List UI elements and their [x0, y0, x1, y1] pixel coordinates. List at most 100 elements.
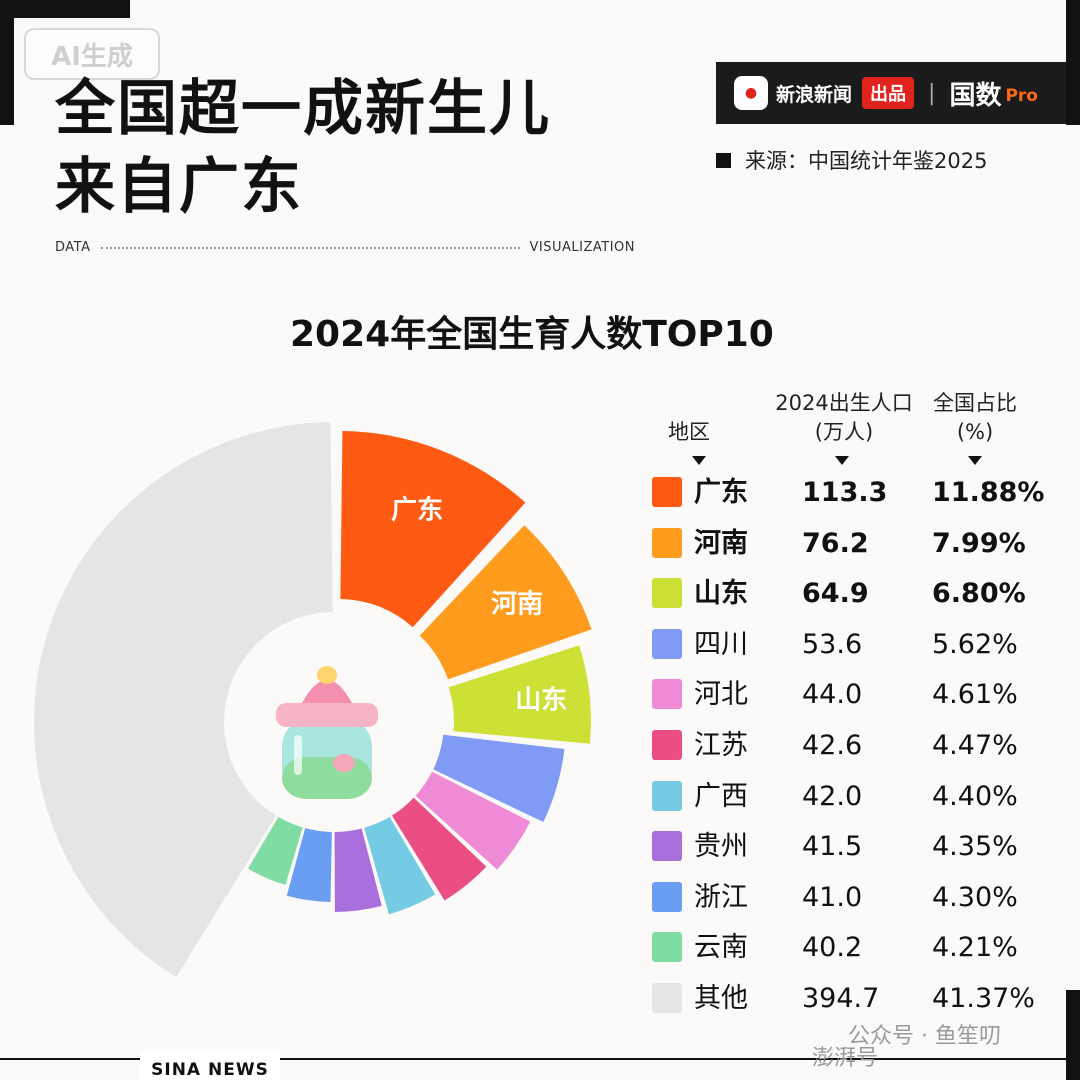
column-header-region: 地区	[668, 420, 710, 444]
share-cell: 4.47%	[932, 730, 1018, 761]
brand-separator: |	[928, 80, 936, 106]
legend-swatch	[652, 628, 682, 659]
pie-slice-9	[286, 828, 332, 902]
table-row: 山东 64.9 6.80%	[652, 569, 1072, 619]
births-header-line-1: 2024出生人口	[775, 391, 913, 415]
brand-pro: Pro	[1005, 86, 1038, 106]
share-header-line-2: (%)	[956, 420, 994, 444]
births-cell: 40.2	[802, 932, 863, 964]
brand-name: 新浪新闻	[776, 83, 853, 106]
pie-slice-label: 广东	[391, 495, 443, 526]
region-cell: 浙江	[694, 881, 748, 913]
share-cell: 7.99%	[932, 527, 1026, 559]
column-header-births: 2024出生人口 (万人)	[766, 389, 922, 447]
legend-swatch	[652, 881, 682, 912]
births-cell: 394.7	[802, 983, 880, 1014]
share-cell: 11.88%	[932, 477, 1045, 508]
data-label: DATA	[55, 240, 91, 255]
births-header-line-2: (万人)	[814, 420, 874, 444]
pie-slice-1	[340, 430, 526, 628]
region-cell: 江苏	[694, 730, 748, 761]
pie-slice-6	[391, 797, 487, 901]
table-row: 广西 42.0 4.40%	[652, 772, 1072, 822]
ai-generated-badge: AI生成	[24, 28, 160, 80]
pie-slice-11	[34, 422, 333, 978]
brand-bar: ● 新浪新闻 出品 | 国数 Pro	[716, 62, 1066, 124]
brand-product: 国数	[949, 80, 1002, 111]
pie-slice-3	[448, 645, 591, 744]
sina-logo-icon: ●	[734, 76, 768, 110]
pie-slice-7	[364, 816, 436, 915]
page-title: 全国超一成新生儿 来自广东	[55, 70, 551, 226]
sort-arrow-icon	[968, 456, 982, 465]
dotted-divider	[100, 246, 520, 249]
births-cell: 53.6	[802, 628, 863, 660]
legend-swatch	[652, 578, 682, 609]
brand-tag: 出品	[862, 77, 915, 109]
legend-swatch	[652, 477, 682, 507]
legend-swatch	[652, 730, 682, 760]
legend-swatch	[652, 932, 682, 963]
births-cell: 41.0	[802, 881, 863, 913]
table-row: 四川 53.6 5.62%	[652, 620, 1072, 670]
region-cell: 河南	[694, 527, 748, 559]
column-header-share: 全国占比 (%)	[922, 389, 1028, 447]
chart-title: 2024年全国生育人数TOP10	[290, 314, 774, 355]
region-cell: 河北	[694, 679, 748, 711]
region-cell: 四川	[694, 628, 748, 660]
sort-arrow-icon	[835, 456, 849, 465]
share-cell: 4.35%	[932, 831, 1018, 863]
region-cell: 云南	[694, 932, 748, 964]
share-cell: 5.62%	[932, 628, 1018, 660]
table-row: 广东 113.3 11.88%	[652, 468, 1072, 518]
pie-slice-label: 山东	[515, 684, 567, 715]
legend-swatch	[652, 831, 682, 862]
region-cell: 广西	[694, 780, 748, 812]
table-row: 江苏 42.6 4.47%	[652, 721, 1072, 771]
region-cell: 广东	[694, 477, 748, 508]
legend-swatch	[652, 527, 682, 558]
corner-decoration	[0, 0, 130, 18]
legend-swatch	[652, 780, 682, 811]
births-cell: 42.0	[802, 780, 863, 812]
share-cell: 6.80%	[932, 578, 1026, 610]
sort-arrow-icon	[692, 456, 706, 465]
births-cell: 42.6	[802, 730, 863, 761]
corner-decoration	[0, 0, 14, 125]
share-cell: 41.37%	[932, 983, 1035, 1014]
births-cell: 41.5	[802, 831, 863, 863]
table-row: 贵州 41.5 4.35%	[652, 822, 1072, 872]
watermark-wechat: 公众号 · 鱼笙叨	[848, 1024, 1001, 1049]
pie-slice-5	[415, 771, 531, 870]
data-visualization-divider: DATA VISUALIZATION	[55, 240, 635, 255]
share-cell: 4.40%	[932, 780, 1018, 812]
births-cell: 44.0	[802, 679, 863, 711]
share-header-line-1: 全国占比	[933, 391, 1017, 415]
pie-slice-4	[433, 734, 565, 823]
pie-slice-8	[334, 828, 382, 912]
footer-line	[0, 1058, 1080, 1060]
visualization-label: VISUALIZATION	[529, 240, 635, 255]
share-cell: 4.21%	[932, 932, 1018, 964]
births-cell: 76.2	[802, 527, 869, 559]
pie-slice-10	[248, 816, 303, 885]
table-row: 河南 76.2 7.99%	[652, 519, 1072, 569]
square-icon	[716, 152, 731, 168]
footer-brand: SINA NEWS	[140, 1052, 280, 1080]
births-cell: 113.3	[802, 477, 888, 508]
table-row: 云南 40.2 4.21%	[652, 923, 1072, 973]
table-row: 其他 394.7 41.37%	[652, 974, 1072, 1024]
source-note: 来源：中国统计年鉴2025	[716, 145, 987, 175]
source-text: 来源：中国统计年鉴2025	[745, 149, 988, 173]
table-row: 浙江 41.0 4.30%	[652, 873, 1072, 923]
title-line-1: 全国超一成新生儿	[55, 74, 551, 144]
share-cell: 4.30%	[932, 881, 1018, 913]
region-cell: 山东	[694, 578, 748, 610]
baby-bottle-icon	[276, 666, 378, 799]
title-line-2: 来自广东	[55, 152, 303, 222]
pie-slice-label: 河南	[491, 590, 543, 620]
share-cell: 4.61%	[932, 679, 1018, 711]
table-row: 河北 44.0 4.61%	[652, 670, 1072, 720]
pie-slice-2	[419, 525, 592, 680]
